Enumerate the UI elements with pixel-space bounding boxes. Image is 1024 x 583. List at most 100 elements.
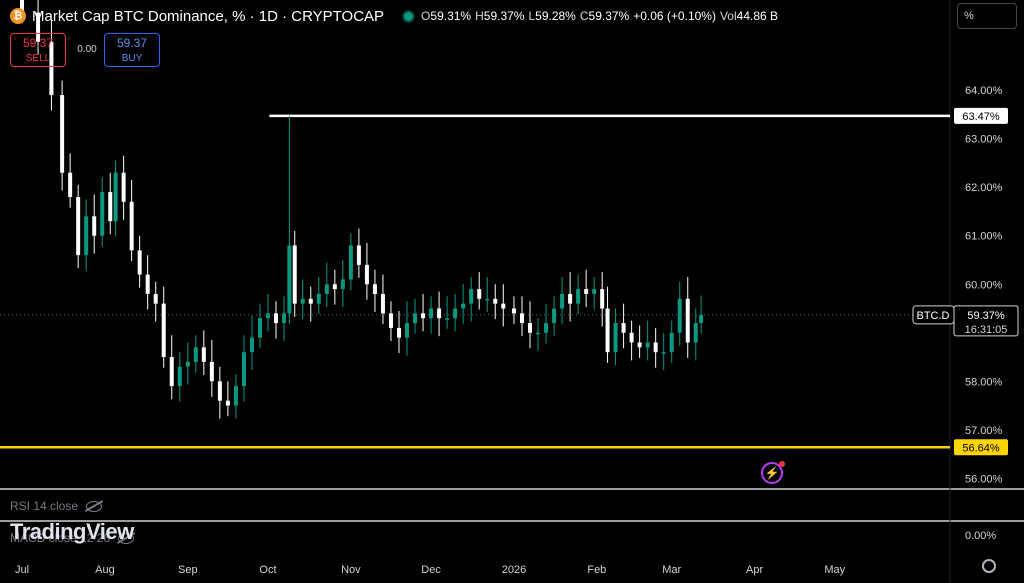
candle-body (145, 274, 150, 294)
candle-body (405, 323, 410, 338)
candle-body (68, 172, 73, 197)
hidden-eye-icon[interactable] (86, 500, 103, 512)
candle-body (685, 298, 690, 343)
buy-button[interactable]: 59.37 BUY (104, 33, 160, 67)
buy-label: BUY (121, 53, 143, 64)
candle-body (364, 264, 369, 285)
candle-body (153, 293, 158, 304)
x-tick-label: Sep (178, 564, 198, 576)
candle-body (113, 172, 118, 222)
candle-body (274, 313, 279, 324)
candle-body (20, 0, 25, 13)
candle-body (485, 298, 490, 301)
x-tick-label: Oct (259, 564, 276, 576)
candle-body (257, 318, 262, 338)
y-tick-label: 61.00% (965, 231, 1003, 243)
ohlc-item: L59.28% (528, 9, 575, 23)
price-line-label: 56.64% (962, 442, 1000, 454)
candle-body (308, 298, 313, 304)
candle-body (137, 250, 142, 275)
hidden-eye-icon[interactable] (118, 532, 135, 544)
candle-body (693, 323, 698, 343)
y-tick-label: 62.00% (965, 182, 1003, 194)
y-tick-label: 60.00% (965, 279, 1003, 291)
candle-body (629, 332, 634, 343)
market-status-icon[interactable] (402, 9, 416, 23)
candle-body (49, 41, 54, 96)
ohlc-key: L (528, 9, 536, 23)
macd-indicator-legend[interactable]: MACD close 12 26 (10, 531, 135, 545)
candle-body (613, 323, 618, 353)
ohlc-key: O (421, 9, 431, 23)
candle-body (108, 192, 113, 222)
candle-body (217, 381, 222, 401)
candle-body (60, 95, 65, 173)
candle-body (661, 352, 666, 354)
rsi-label: RSI 14 close (10, 499, 79, 513)
candle-body (169, 357, 174, 387)
candle-body (249, 337, 254, 353)
candle-body (201, 347, 206, 362)
candle-body (300, 298, 305, 304)
y-tick-label: 58.00% (965, 376, 1003, 388)
ohlc-item: H59.37% (475, 9, 524, 23)
candle-body (233, 386, 238, 406)
ohlc-value: 59.28% (535, 9, 576, 23)
symbol-title[interactable]: Market Cap BTC Dominance, % · 1D · CRYPT… (32, 7, 385, 25)
candle-body (324, 284, 329, 294)
candle-body (437, 308, 442, 319)
candle-body (316, 293, 321, 304)
candle-body (388, 313, 393, 328)
price-scale-mode[interactable]: % (957, 3, 1017, 29)
candle-body (645, 342, 650, 348)
symbol-tag: BTC.D (917, 310, 950, 322)
candle-body (536, 332, 541, 335)
ohlc-item: Vol44.86 B (720, 9, 778, 23)
macd-label: MACD close 12 26 (10, 531, 111, 545)
candle-body (209, 361, 214, 382)
candle-body (84, 216, 89, 256)
candle-body (193, 347, 198, 362)
ohlc-value: +0.06 (+0.10%) (633, 9, 716, 23)
candle-body (421, 313, 426, 319)
alert-bolt-icon[interactable]: ⚡ (761, 461, 785, 484)
candle-body (92, 216, 97, 236)
candle-body (600, 289, 605, 309)
settings-gear-icon[interactable] (982, 559, 996, 573)
candle-body (332, 284, 337, 290)
candle-body (445, 318, 450, 320)
candle-body (340, 279, 345, 290)
candle-body (372, 284, 377, 294)
candle-body (292, 245, 297, 304)
y-tick-label: 64.00% (965, 85, 1003, 97)
bar-countdown: 16:31:05 (965, 324, 1008, 336)
ohlc-readout: O59.31% H59.37% L59.28% C59.37% +0.06 (+0.10… (421, 9, 778, 23)
candle-body (493, 298, 498, 304)
x-tick-label: Nov (341, 564, 361, 576)
candle-body (461, 303, 466, 309)
rsi-indicator-legend[interactable]: RSI 14 close (10, 499, 103, 513)
spread-value: 0.00 (77, 44, 97, 55)
candle-body (36, 12, 41, 42)
sell-button[interactable]: 59.37 SELL (10, 33, 66, 67)
x-tick-label: May (824, 564, 845, 576)
candle-body (501, 303, 506, 309)
ohlc-item: C59.37% (580, 9, 629, 23)
candle-body (669, 332, 674, 353)
last-price-label: 59.37% (967, 310, 1005, 322)
candle-body (380, 293, 385, 314)
macd-tick-label: 0.00% (965, 530, 996, 542)
x-tick-label: Dec (421, 564, 441, 576)
ohlc-key: Vol (719, 9, 737, 23)
candle-body (528, 323, 533, 333)
candle-body (429, 308, 434, 319)
price-line-label-bg (954, 439, 1008, 456)
y-tick-label: 63.00% (965, 134, 1003, 146)
candle-body (413, 313, 418, 324)
candle-body (177, 366, 182, 387)
candle-body (511, 308, 516, 314)
sell-label: SELL (25, 53, 51, 64)
x-tick-label: 2026 (502, 564, 526, 576)
x-tick-label: Feb (587, 564, 606, 576)
